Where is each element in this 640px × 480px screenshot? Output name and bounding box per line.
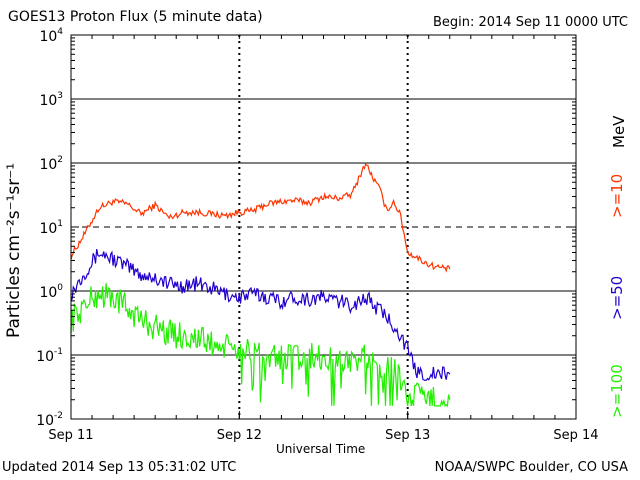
legend-ge100: >=100 [608,364,626,418]
x-axis-label: Universal Time [276,442,366,456]
y-tick-label: 103 [39,91,63,109]
legend-ge50: >=50 [608,275,626,320]
x-tick-label: Sep 14 [553,428,598,443]
y-tick-label: 101 [39,219,63,237]
credit-text: NOAA/SWPC Boulder, CO USA [434,460,628,475]
legend-ge10: >=10 [608,173,626,218]
series-line-1 [70,248,451,382]
x-tick-label: Sep 13 [385,428,430,443]
energy-units-label: MeV [610,115,628,148]
y-axis-label: Particles cm⁻²s⁻¹sr⁻¹ [4,162,24,338]
y-tick-label: 10-2 [36,411,63,429]
y-tick-label: 104 [39,27,63,45]
y-tick-label: 102 [39,155,63,173]
y-tick-label: 10-1 [36,347,63,365]
updated-timestamp: Updated 2014 Sep 13 05:31:02 UTC [2,460,237,475]
begin-time: Begin: 2014 Sep 11 0000 UTC [432,15,628,30]
x-tick-label: Sep 11 [48,428,93,443]
y-tick-label: 100 [39,283,63,301]
series-line-2 [70,283,451,408]
x-tick-label: Sep 12 [217,428,262,443]
chart-title: GOES13 Proton Flux (5 minute data) [8,9,263,25]
series-line-0 [70,163,451,273]
